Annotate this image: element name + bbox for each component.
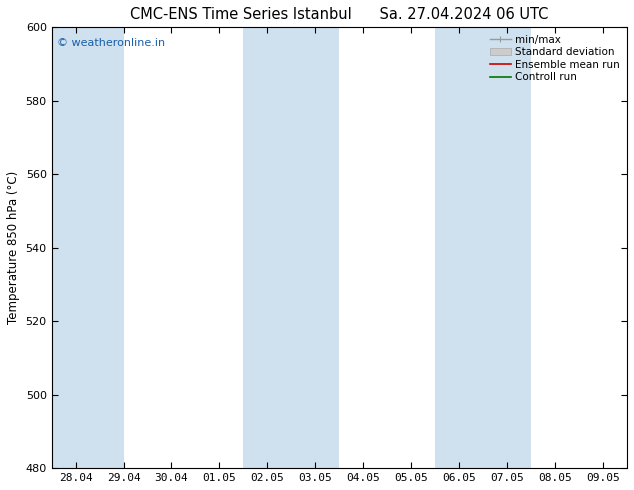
Bar: [435, 27, 531, 468]
Title: CMC-ENS Time Series Istanbul      Sa. 27.04.2024 06 UTC: CMC-ENS Time Series Istanbul Sa. 27.04.2…: [130, 7, 548, 22]
Bar: [243, 27, 339, 468]
Text: © weatheronline.in: © weatheronline.in: [57, 38, 165, 49]
Bar: [51, 27, 124, 468]
Y-axis label: Temperature 850 hPa (°C): Temperature 850 hPa (°C): [7, 171, 20, 324]
Legend: min/max, Standard deviation, Ensemble mean run, Controll run: min/max, Standard deviation, Ensemble me…: [488, 32, 622, 84]
